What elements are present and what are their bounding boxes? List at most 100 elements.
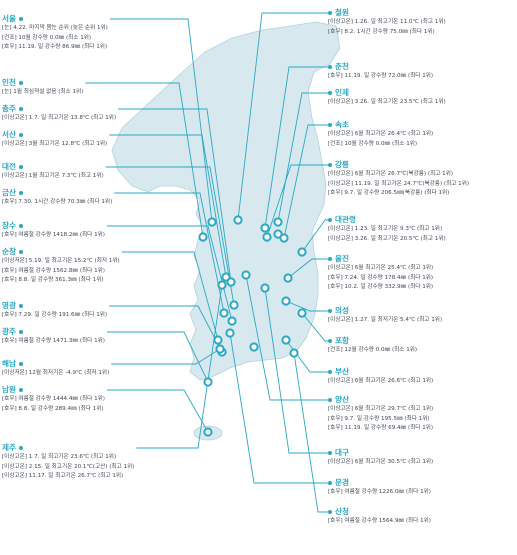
station-dot-icon: [18, 330, 23, 334]
station-name-row: 인천: [2, 78, 83, 88]
record-text: [호우] 7.30. 1시간 강수량 70.3㎜ (최다 1위): [2, 199, 113, 205]
record-text: [이상고온] 3.26. 일 최고기온 23.5℃ (최고 1위): [328, 99, 446, 105]
record-text: [눈] 1월 최심적설 없음 (최소 1위): [2, 89, 84, 95]
station-dot-icon: [328, 163, 332, 167]
station-dot-icon: [18, 446, 23, 450]
station-entry: 서울 [눈] 4.22. 마지막 봄눈 순위 (늦은 순위 1위) [건조] 10월…: [2, 14, 108, 53]
station-marker: [273, 229, 283, 239]
station-name: 대구: [335, 448, 349, 457]
record-text: [호우] 8.2. 1시간 강수량 75.0㎜ (최다 1위): [328, 28, 435, 35]
station-entry: 장수 [호우] 여름철 강수량 1418.2㎜ (최다 1위): [2, 221, 105, 241]
record-text: [호우] 7.29. 일 강수량 191.6㎜ (최다 1위): [2, 312, 108, 318]
station-entry: 대관령 [이상고온] 1.23. 일 최고기온 9.3℃ (최고 1위) [이상고온…: [328, 215, 446, 244]
station-dot-icon: [18, 17, 23, 21]
station-entry: 서산 [이상고온] 3월 최고기온 12.8℃ (최고 1위): [2, 130, 107, 150]
station-name: 제주: [2, 443, 16, 452]
station-dot-icon: [18, 107, 23, 111]
record-text: [이상고온] 6월 최고기온 26.6℃ (최고 1위): [328, 378, 434, 384]
record-text: [이상고온] 6월 최고기온 30.5℃ (최고 1위): [328, 459, 434, 465]
station-name: 울진: [335, 254, 349, 263]
station-dot-icon: [18, 250, 23, 254]
leader-line: [245, 274, 331, 401]
station-name-row: 의성: [328, 306, 442, 316]
station-name: 충주: [2, 104, 16, 113]
station-marker: [203, 377, 213, 387]
station-entry: 울진 [이상고온] 6월 최고기온 25.4℃ (최고 1위) [호우] 7.24.…: [328, 254, 433, 293]
record-text: [이상고온] 1.27. 일 최저기온 5.4℃ (최고 1위): [328, 317, 443, 323]
station-entry: 춘천 [호우] 11.19. 일 강수량 72.0㎜ (최다 1위): [328, 62, 433, 82]
station-dot-icon: [18, 133, 23, 137]
station-marker: [262, 232, 272, 242]
station-marker: [227, 316, 237, 326]
station-name: 순창: [2, 247, 16, 256]
station-entry: 대전 [이상고온] 1월 최고기온 7.3℃ (최고 1위): [2, 162, 104, 182]
record-text: [호우] 7.24. 일 강수량 178.4㎜ (최다 1위): [328, 274, 434, 281]
leader-line: [287, 258, 331, 279]
record-text: [이상저온] 12월 최저기온 -4.9℃ (최저 1위): [2, 370, 110, 376]
station-dot-icon: [328, 309, 332, 313]
record-text: [이상고온] 3.26. 일 최고기온 20.5℃ (최고 1위): [328, 235, 446, 242]
station-name-row: 대관령: [328, 215, 446, 225]
station-entry: 해남 [이상저온] 12월 최저기온 -4.9℃ (최저 1위): [2, 359, 109, 379]
station-name: 대관령: [335, 215, 356, 224]
leader-line: [109, 18, 213, 223]
station-marker: [249, 342, 259, 352]
record-text: [이상고온] 1.7. 일 최고기온 23.6℃ (최고 1위): [2, 454, 117, 460]
station-entry: 강릉 [이상고온] 6월 최고기온 26.7℃(북강릉) (최고 1위) [이상고온…: [328, 160, 469, 199]
station-name: 인천: [2, 78, 16, 87]
leader-line: [121, 251, 219, 341]
station-name: 장수: [2, 221, 16, 230]
station-name-row: 해남: [2, 359, 109, 369]
station-name: 산청: [335, 507, 349, 516]
station-name-row: 서산: [2, 130, 107, 140]
station-name-row: 산청: [328, 507, 431, 517]
station-name: 의성: [335, 306, 349, 315]
station-dot-icon: [328, 218, 332, 222]
station-marker: [260, 223, 270, 233]
station-name: 문경: [335, 478, 349, 487]
station-name: 남원: [2, 385, 16, 394]
station-name-row: 충주: [2, 104, 116, 114]
station-entry: 인제 [이상고온] 3.26. 일 최고기온 23.5℃ (최고 1위): [328, 88, 446, 108]
station-name: 광주: [2, 327, 16, 336]
leader-line: [106, 331, 209, 383]
station-dot-icon: [18, 388, 23, 392]
station-name-row: 서울: [2, 14, 108, 24]
station-name: 양산: [335, 395, 349, 404]
station-name: 포항: [335, 336, 349, 345]
record-text: [이상고온] 6월 최고기온 26.7℃(북강릉) (최고 1위): [328, 171, 454, 177]
record-text: [이상고온] 1월 최고기온 7.3℃ (최고 1위): [2, 173, 104, 179]
leader-line: [283, 124, 331, 239]
station-marker: [213, 335, 223, 345]
station-name-row: 포항: [328, 336, 417, 346]
record-text: [호우] 9.7. 일 강수량 206.5㎜(북강릉) (최다 1위): [328, 190, 450, 197]
leader-line: [264, 66, 331, 229]
station-entry: 영광 [호우] 7.29. 일 강수량 191.6㎜ (최다 1위): [2, 301, 107, 321]
station-dot-icon: [18, 224, 23, 228]
record-text: [건조] 10월 강수량 0.0㎜ (최소 1위): [2, 34, 92, 41]
station-marker: [203, 427, 213, 437]
station-name-row: 영광: [2, 301, 107, 311]
station-name: 서산: [2, 130, 16, 139]
record-text: [호우] 여름철 강수량 1226.0㎜ (최다 1위): [328, 489, 431, 495]
station-name-row: 양산: [328, 395, 433, 405]
station-dot-icon: [328, 257, 332, 261]
station-marker: [229, 300, 239, 310]
station-marker: [241, 270, 251, 280]
station-name-row: 대전: [2, 162, 104, 172]
station-name-row: 부산: [328, 367, 433, 377]
station-dot-icon: [328, 91, 332, 95]
station-marker: [217, 280, 227, 290]
station-dot-icon: [328, 451, 332, 455]
leader-line: [264, 287, 331, 454]
station-marker: [233, 215, 243, 225]
record-text: [호우] 여름철 강수량 1418.2㎜ (최다 1위): [2, 232, 105, 238]
leader-line: [118, 108, 232, 283]
record-text: [호우] 여름철 강수량 1471.3㎜ (최다 1위): [2, 338, 105, 344]
station-marker: [297, 247, 307, 257]
station-entry: 대구 [이상고온] 6월 최고기온 30.5℃ (최고 1위): [328, 448, 433, 468]
station-entry: 문경 [호우] 여름철 강수량 1226.0㎜ (최다 1위): [328, 478, 431, 498]
station-name-row: 제주: [2, 443, 134, 453]
station-marker: [260, 283, 270, 293]
record-text: [호우] 여름철 강수량 1562.8㎜ (최다 1위): [2, 267, 105, 274]
